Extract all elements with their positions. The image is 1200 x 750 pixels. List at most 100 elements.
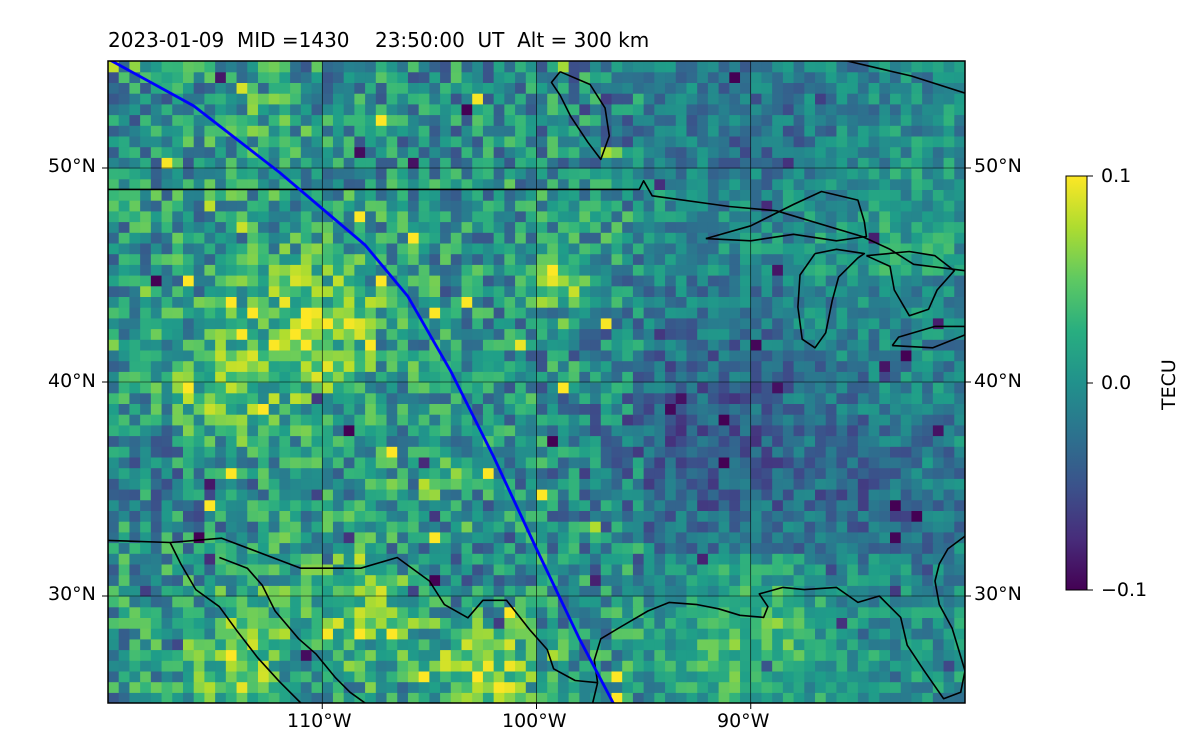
tec-cell: [632, 317, 645, 330]
tec-cell: [193, 489, 206, 501]
tec-cell: [772, 221, 784, 233]
tec-cell: [493, 403, 505, 415]
tec-cell: [161, 317, 173, 330]
tec-cell: [311, 232, 323, 244]
tec-cell: [268, 125, 280, 137]
tec-cell: [204, 414, 216, 426]
tec-cell: [215, 467, 227, 479]
tec-cell: [365, 360, 377, 372]
tec-cell: [847, 371, 859, 383]
tec-cell: [622, 542, 634, 554]
tec-cell: [407, 168, 420, 180]
tec-cell: [365, 403, 377, 415]
tec-cell: [525, 189, 538, 201]
tec-cell: [772, 628, 784, 640]
tec-cell: [279, 553, 291, 565]
tec-cell: [225, 71, 238, 83]
tec-cell: [632, 307, 645, 319]
tec-cell: [900, 596, 913, 608]
tec-cell: [772, 285, 784, 297]
tec-cell: [322, 221, 334, 233]
tec-cell: [718, 435, 730, 447]
tec-cell: [707, 446, 720, 458]
tec-cell: [718, 168, 730, 180]
tec-cell: [665, 414, 677, 426]
tec-cell: [332, 456, 345, 469]
tec-cell: [279, 478, 291, 490]
tec-cell: [247, 585, 259, 597]
tec-cell: [600, 275, 613, 287]
tec-cell: [504, 307, 516, 319]
tec-cell: [268, 467, 280, 479]
tec-cell: [782, 510, 795, 522]
tec-cell: [568, 275, 580, 287]
tec-cell: [461, 660, 473, 672]
tec-cell: [675, 157, 688, 169]
tec-cell: [118, 435, 131, 447]
tec-cell: [397, 328, 409, 340]
tec-cell: [236, 264, 248, 276]
tec-cell: [772, 242, 784, 255]
tec-cell: [729, 296, 741, 308]
tec-cell: [622, 317, 634, 330]
tec-cell: [397, 168, 409, 180]
tec-cell: [397, 93, 409, 105]
tec-cell: [686, 489, 698, 501]
tec-cell: [365, 242, 377, 255]
tec-cell: [557, 542, 570, 554]
tec-cell: [707, 403, 720, 415]
tec-cell: [472, 135, 484, 148]
tec-cell: [697, 596, 709, 608]
tec-cell: [440, 296, 452, 308]
tec-cell: [182, 392, 195, 404]
tec-cell: [547, 606, 559, 618]
tec-cell: [300, 242, 313, 255]
tec-cell: [247, 360, 259, 372]
tec-cell: [868, 499, 880, 511]
tec-cell: [718, 146, 730, 158]
tec-cell: [108, 61, 120, 73]
tec-cell: [654, 499, 666, 511]
tec-cell: [750, 478, 763, 490]
tec-cell: [108, 285, 120, 297]
tec-cell: [568, 467, 580, 479]
tec-cell: [515, 596, 527, 608]
tec-cell: [140, 574, 152, 586]
tec-cell: [332, 285, 345, 297]
tec-cell: [493, 521, 505, 533]
tec-cell: [922, 585, 934, 597]
tec-cell: [729, 221, 741, 233]
tec-cell: [332, 200, 345, 212]
tec-cell: [825, 424, 838, 437]
tec-cell: [311, 563, 323, 576]
tec-cell: [943, 221, 955, 233]
tec-cell: [472, 93, 484, 105]
tec-cell: [172, 371, 184, 383]
tec-cell: [418, 617, 430, 629]
tec-cell: [622, 456, 634, 469]
tec-cell: [300, 296, 313, 308]
tec-cell: [815, 103, 827, 116]
tec-cell: [665, 403, 677, 415]
tec-cell: [943, 692, 955, 703]
tec-cell: [718, 285, 730, 297]
tec-cell: [515, 349, 527, 362]
tec-cell: [386, 296, 398, 308]
tec-cell: [900, 178, 913, 190]
tec-cell: [954, 114, 965, 126]
tec-cell: [204, 275, 216, 287]
tec-cell: [108, 157, 120, 169]
tec-cell: [632, 467, 645, 479]
tec-cell: [343, 61, 355, 73]
tec-cell: [922, 125, 934, 137]
tec-cell: [761, 670, 773, 683]
tec-cell: [482, 467, 495, 479]
tec-cell: [332, 275, 345, 287]
tec-cell: [632, 221, 645, 233]
tec-cell: [225, 489, 238, 501]
tec-cell: [225, 371, 238, 383]
tec-cell: [665, 606, 677, 618]
tec-cell: [257, 542, 270, 554]
tec-cell: [429, 638, 441, 651]
tec-cell: [868, 606, 880, 618]
